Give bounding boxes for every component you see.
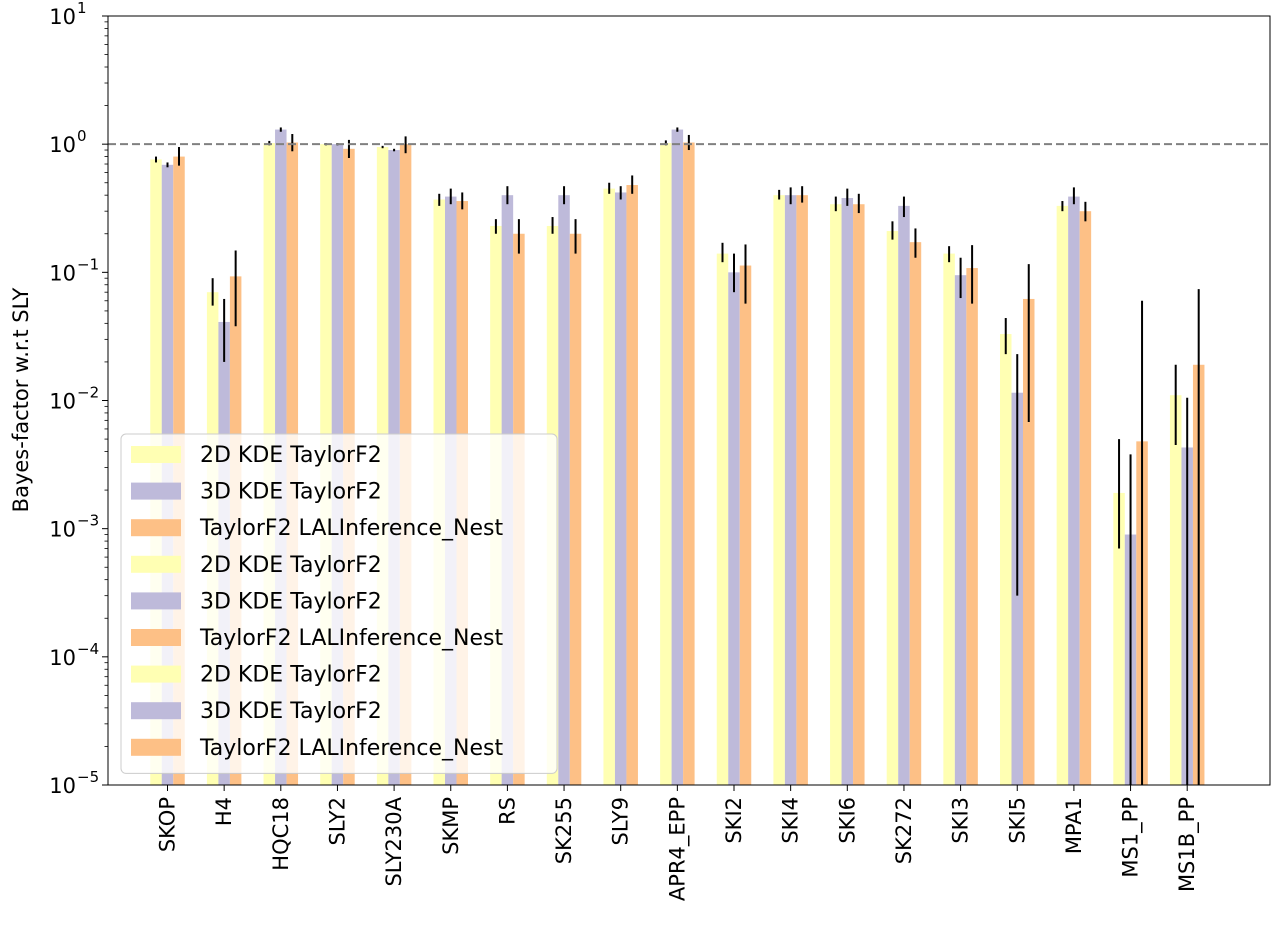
x-tick-label-ms1b_pp: MS1B_PP xyxy=(1175,797,1200,892)
y-axis-title: Bayes-factor w.r.t SLY xyxy=(9,288,33,513)
y-tick-label: 10 xyxy=(49,390,76,414)
y-tick-exponent: 0 xyxy=(77,127,87,145)
y-tick-label: 10 xyxy=(49,774,76,798)
legend-label: 2D KDE TaylorF2 xyxy=(200,663,382,688)
x-tick-label-sly9: SLY9 xyxy=(609,797,633,845)
x-tick-label-skop: SKOP xyxy=(156,797,180,852)
legend-label: 2D KDE TaylorF2 xyxy=(200,443,382,468)
bar-ski3-series-3 xyxy=(966,268,978,785)
legend-label: TaylorF2 LALInference_Nest xyxy=(199,626,503,651)
legend-label: 2D KDE TaylorF2 xyxy=(200,553,382,578)
x-tick-label-apr4_epp: APR4_EPP xyxy=(665,797,690,901)
bar-ski5-series-1 xyxy=(1000,334,1012,785)
x-tick-label-sly230a: SLY230A xyxy=(382,796,406,886)
legend-swatch xyxy=(131,555,181,573)
y-tick-exponent: −1 xyxy=(77,255,99,273)
legend: 2D KDE TaylorF2 3D KDE TaylorF2 TaylorF2 L… xyxy=(120,433,558,774)
x-tick-label-ski3: SKI3 xyxy=(949,797,973,844)
bar-sk272-series-1 xyxy=(886,231,899,786)
legend-swatch xyxy=(131,665,181,683)
y-tick-exponent: −3 xyxy=(77,512,99,530)
bar-sk255-series-3 xyxy=(569,233,582,785)
x-tick-label-mpa1: MPA1 xyxy=(1062,797,1086,854)
legend-swatch xyxy=(131,702,181,720)
x-tick-label-skmp: SKMP xyxy=(439,797,463,855)
bar-sk255-series-2 xyxy=(558,195,570,785)
x-tick-label-ski4: SKI4 xyxy=(779,797,803,844)
x-tick-label-sk272: SK272 xyxy=(892,797,916,864)
bar-sk272-series-2 xyxy=(898,205,910,785)
x-tick-label-ski2: SKI2 xyxy=(722,797,746,844)
x-tick-label-hqc18: HQC18 xyxy=(269,797,293,871)
x-tick-label-rs: RS xyxy=(495,797,519,825)
bar-ski2-series-1 xyxy=(716,253,729,785)
bar-ski3-series-2 xyxy=(954,275,967,785)
x-tick-label-sk255: SK255 xyxy=(552,797,576,864)
x-tick-label-sly2: SLY2 xyxy=(325,797,349,845)
bar-sk272-series-3 xyxy=(909,242,922,786)
bar-ski6-series-1 xyxy=(830,204,842,785)
bar-ms1b_pp-series-1 xyxy=(1169,395,1182,785)
bar-sly9-series-3 xyxy=(626,185,638,785)
bar-ski4-series-2 xyxy=(784,195,797,785)
legend-label: 3D KDE TaylorF2 xyxy=(200,589,382,614)
legend-swatch xyxy=(131,629,181,646)
bar-ski3-series-1 xyxy=(943,253,955,785)
legend-label: 3D KDE TaylorF2 xyxy=(200,699,382,724)
bar-ski2-series-3 xyxy=(739,265,752,785)
y-tick-exponent: −2 xyxy=(77,384,99,402)
legend-swatch xyxy=(131,519,181,537)
legend-box xyxy=(120,433,558,774)
y-tick-exponent: −5 xyxy=(77,768,99,786)
bar-apr4_epp-series-2 xyxy=(671,129,684,785)
bar-sly9-series-1 xyxy=(603,188,615,785)
legend-label: TaylorF2 LALInference_Nest xyxy=(199,736,503,761)
bar-mpa1-series-2 xyxy=(1068,196,1080,785)
y-tick-exponent: −4 xyxy=(77,640,99,658)
bar-mpa1-series-3 xyxy=(1079,211,1092,785)
y-tick-label: 10 xyxy=(49,646,76,670)
bar-ski4-series-3 xyxy=(796,195,808,785)
legend-label: 3D KDE TaylorF2 xyxy=(200,480,382,505)
bar-ski4-series-1 xyxy=(773,195,785,785)
bar-apr4_epp-series-1 xyxy=(660,143,672,786)
y-tick-label: 10 xyxy=(49,133,76,157)
bar-ski2-series-2 xyxy=(728,272,740,785)
legend-label: TaylorF2 LALInference_Nest xyxy=(199,516,503,541)
x-axis-ticks: SKOP H4 HQC18 SLY2 SLY230A SKMP RS SK255 SLY9 APR… xyxy=(156,785,1200,901)
y-tick-label: 10 xyxy=(49,261,76,285)
y-tick-label: 10 xyxy=(49,5,76,29)
x-tick-label-h4: H4 xyxy=(212,797,236,826)
legend-swatch xyxy=(131,446,181,463)
bar-apr4_epp-series-3 xyxy=(683,142,695,785)
x-tick-label-ms1_pp: MS1_PP xyxy=(1119,797,1144,878)
y-tick-label: 10 xyxy=(49,518,76,542)
bar-ski6-series-3 xyxy=(853,204,865,785)
bar-ms1_pp-series-1 xyxy=(1113,492,1125,785)
bar-sly9-series-2 xyxy=(614,192,627,785)
x-tick-label-ski6: SKI6 xyxy=(835,797,859,844)
bar-ski6-series-2 xyxy=(841,198,854,785)
legend-swatch xyxy=(131,482,181,500)
x-tick-label-ski5: SKI5 xyxy=(1005,797,1029,844)
y-tick-exponent: 1 xyxy=(77,0,87,17)
legend-swatch xyxy=(131,592,181,610)
bar-ski5-series-3 xyxy=(1023,298,1035,785)
legend-swatch xyxy=(131,738,181,756)
bar-mpa1-series-1 xyxy=(1056,205,1069,785)
